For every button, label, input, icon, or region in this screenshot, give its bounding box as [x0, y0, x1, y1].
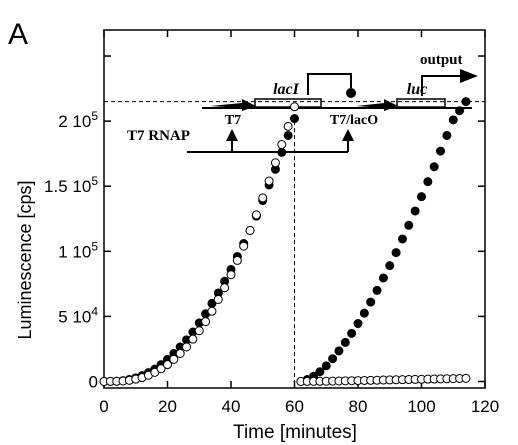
data-point-filled — [353, 319, 363, 329]
data-points — [99, 97, 471, 386]
series-2 — [296, 97, 471, 386]
data-point-filled — [436, 146, 446, 156]
circuit-diagram: lacI luc output T7 T7/lacO T7 RNAP — [127, 52, 478, 153]
data-point-open — [226, 270, 236, 280]
luc-gene-box — [396, 98, 446, 108]
t7-rnap-label: T7 RNAP — [127, 128, 190, 144]
data-point-open — [207, 306, 217, 316]
data-point-filled — [455, 106, 465, 116]
data-point-open — [194, 326, 204, 336]
data-point-filled — [378, 273, 388, 283]
reference-lines — [104, 101, 485, 388]
series-0 — [99, 114, 299, 386]
data-point-open — [156, 364, 166, 374]
y-tick-label: 1.5 105 — [44, 174, 98, 196]
y-tick-label: 2 105 — [58, 109, 98, 131]
data-point-filled — [448, 115, 458, 125]
data-point-open — [245, 225, 255, 235]
output-arrowhead-icon — [460, 69, 478, 83]
data-point-filled — [372, 285, 382, 295]
series-3 — [296, 373, 471, 386]
t7-promoter-label: T7 — [225, 113, 241, 128]
data-point-open — [188, 334, 198, 344]
laci-gene-label: lacI — [273, 81, 300, 98]
data-point-filled — [404, 220, 414, 230]
repression-dot-icon — [346, 88, 356, 98]
x-tick-label: 120 — [471, 397, 499, 416]
data-point-filled — [417, 192, 426, 202]
data-point-open — [264, 176, 274, 186]
data-point-filled — [429, 162, 439, 172]
data-point-filled — [442, 130, 452, 140]
panel-label: A — [8, 18, 28, 51]
axis-ticks: 0 20 40 60 80 100 120 0 5 104 1 105 1.5 105 2 105 — [44, 30, 499, 416]
data-point-open — [232, 255, 242, 265]
data-point-filled — [397, 234, 407, 244]
data-point-filled — [290, 114, 299, 124]
series-1 — [99, 102, 299, 386]
data-point-filled — [277, 147, 287, 157]
rnap-arrowhead-right-icon — [342, 129, 354, 141]
data-point-open — [461, 373, 471, 383]
x-tick-label: 0 — [99, 397, 108, 416]
data-point-open — [220, 283, 230, 293]
data-point-filled — [334, 346, 344, 356]
data-point-filled — [283, 130, 293, 140]
data-point-open — [182, 342, 192, 352]
t7-promoter-arrow-icon — [210, 99, 256, 111]
data-point-open — [251, 210, 261, 220]
laci-gene-box — [254, 98, 322, 108]
repression-line — [307, 73, 352, 95]
data-point-filled — [328, 354, 338, 364]
output-label: output — [420, 52, 463, 68]
x-tick-label: 80 — [349, 397, 368, 416]
x-tick-label: 20 — [158, 397, 177, 416]
data-point-open — [258, 193, 268, 203]
data-point-filled — [391, 248, 401, 258]
data-point-open — [163, 360, 172, 370]
data-point-open — [175, 349, 185, 359]
data-point-filled — [385, 261, 395, 271]
y-tick-label: 1 105 — [58, 239, 98, 261]
data-point-filled — [321, 361, 331, 371]
t7-laco-promoter-label: T7/lacO — [330, 113, 378, 128]
data-point-open — [290, 102, 299, 112]
data-point-open — [239, 241, 249, 251]
data-point-open — [283, 121, 293, 131]
data-point-filled — [461, 97, 471, 107]
data-point-filled — [340, 337, 350, 347]
data-point-open — [169, 354, 179, 364]
data-point-filled — [347, 328, 357, 338]
t7-laco-promoter-arrow-icon — [356, 99, 398, 111]
data-point-open — [277, 140, 287, 150]
rnap-arrowhead-left-icon — [226, 129, 238, 141]
data-point-filled — [359, 308, 369, 318]
data-point-filled — [315, 367, 325, 377]
data-point-filled — [366, 297, 376, 307]
luc-gene-label: luc — [407, 81, 427, 98]
data-point-open — [213, 294, 223, 304]
data-point-open — [201, 317, 211, 327]
output-arrow-line — [421, 75, 464, 96]
x-tick-label: 40 — [222, 397, 241, 416]
y-tick-label: 0 — [89, 372, 98, 391]
x-tick-label: 100 — [407, 397, 435, 416]
data-point-filled — [410, 206, 420, 216]
y-axis-label: Luminescence [cps] — [15, 180, 35, 339]
data-point-filled — [423, 177, 433, 187]
y-tick-label: 5 104 — [58, 304, 98, 326]
x-axis-label: Time [minutes] — [233, 422, 357, 443]
data-point-open — [270, 158, 280, 168]
x-tick-label: 60 — [285, 397, 304, 416]
